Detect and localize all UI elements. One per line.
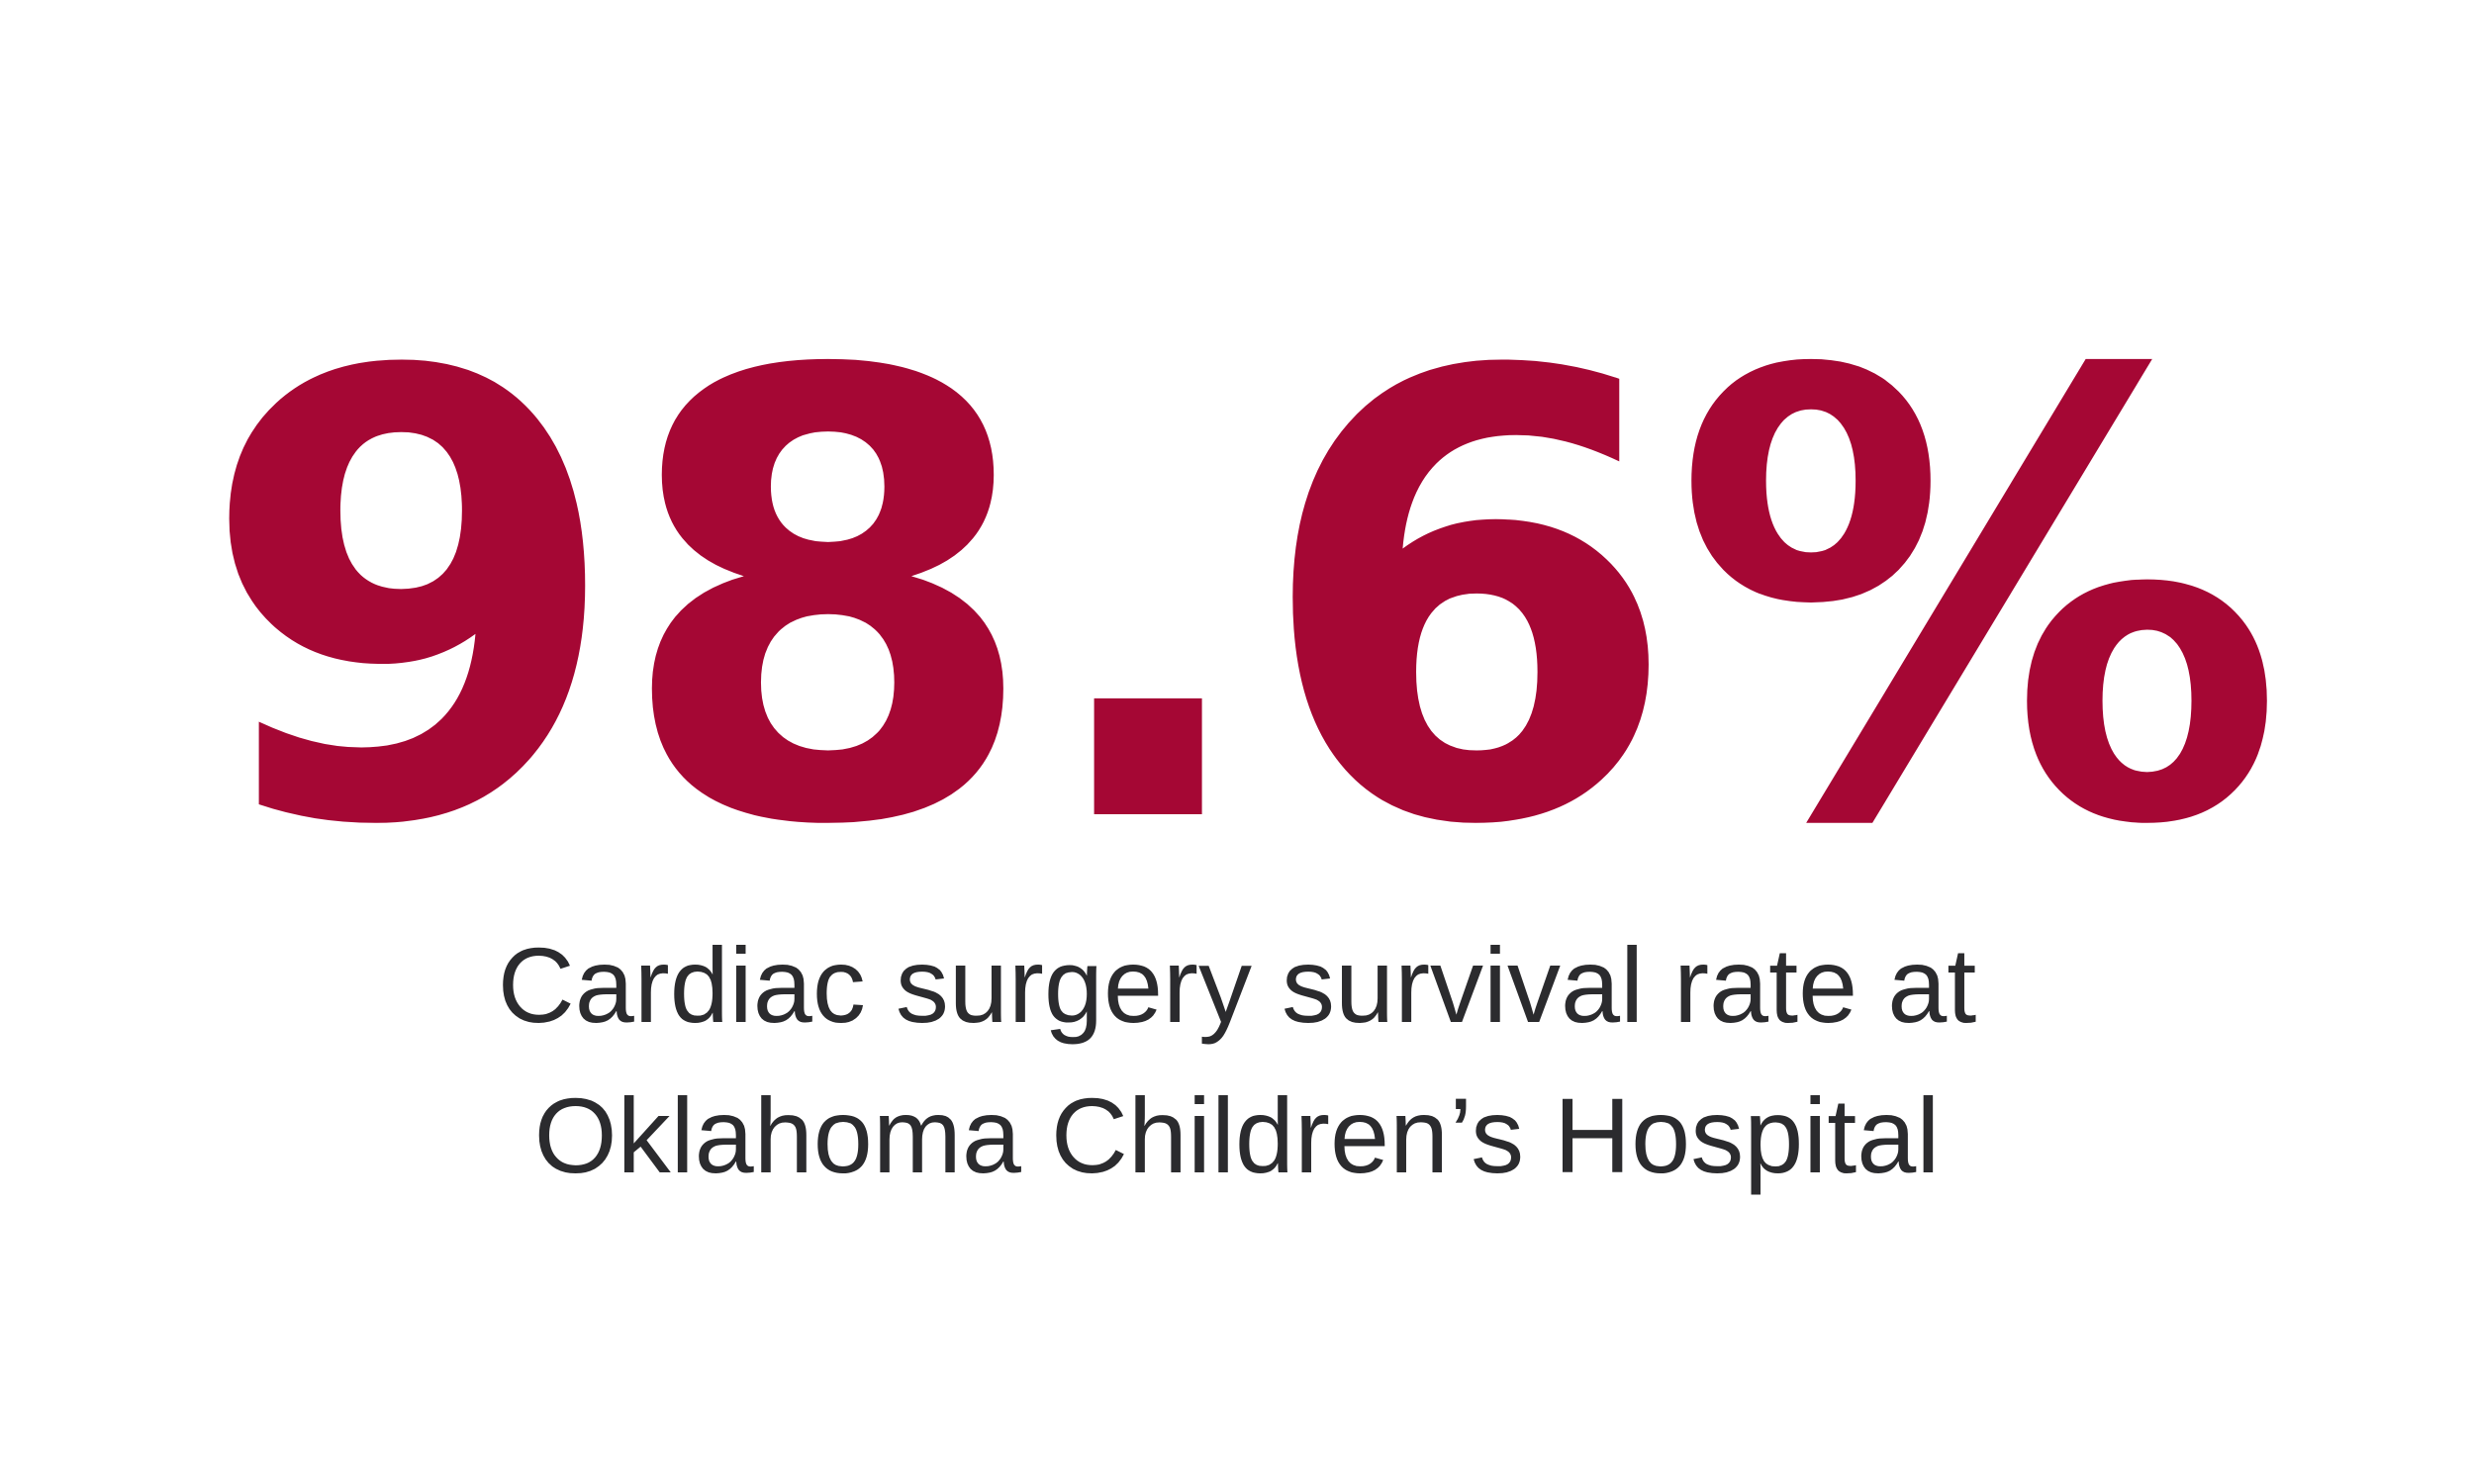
stat-caption: Cardiac surgery survival rate at Oklahom…	[0, 910, 2474, 1211]
caption-line-1: Cardiac surgery survival rate at	[497, 925, 1977, 1045]
stat-value: 98.6%	[197, 246, 2287, 960]
caption-line-2: Oklahoma Children’s Hospital	[533, 1075, 1941, 1195]
